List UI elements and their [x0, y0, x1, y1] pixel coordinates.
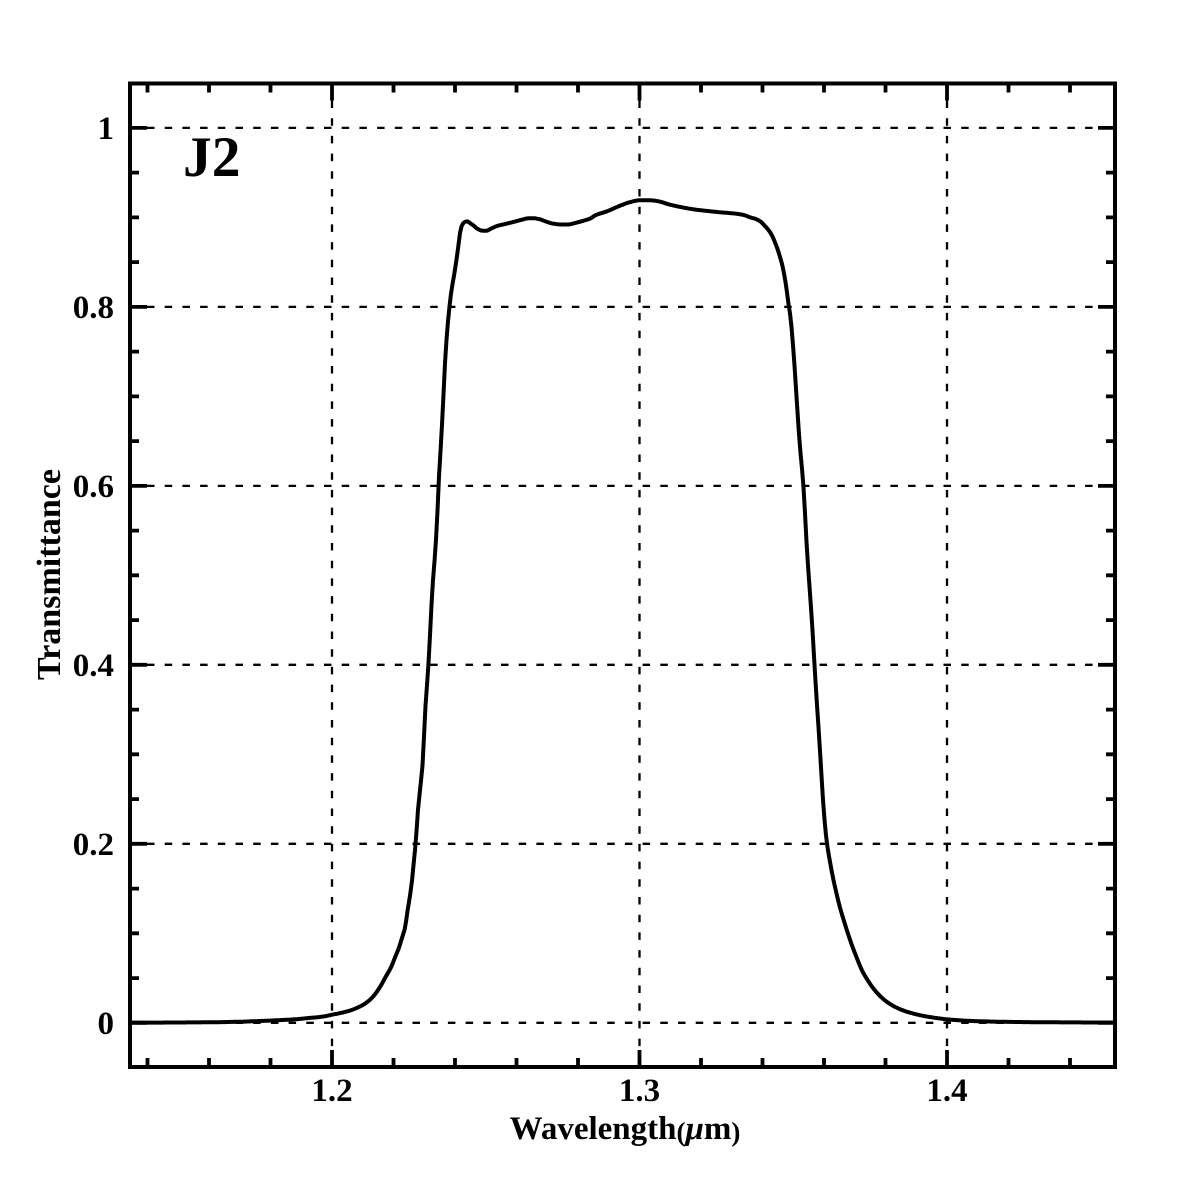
svg-text:0.8: 0.8 — [73, 290, 114, 326]
svg-text:0.6: 0.6 — [73, 469, 114, 505]
svg-text:1: 1 — [98, 111, 115, 147]
svg-text:1.2: 1.2 — [311, 1073, 352, 1109]
svg-text:1.4: 1.4 — [926, 1073, 967, 1109]
svg-text:Transmittance: Transmittance — [31, 469, 68, 680]
svg-text:0.4: 0.4 — [73, 648, 114, 684]
svg-text:J2: J2 — [183, 126, 241, 189]
svg-text:1.3: 1.3 — [619, 1073, 660, 1109]
svg-text:0: 0 — [98, 1006, 115, 1042]
svg-text:0.2: 0.2 — [73, 827, 114, 863]
svg-text:Wavelength(μm): Wavelength(μm) — [510, 1111, 741, 1147]
